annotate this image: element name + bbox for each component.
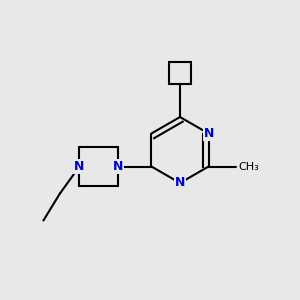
Text: N: N: [175, 176, 185, 190]
Text: N: N: [74, 160, 85, 173]
Text: CH₃: CH₃: [238, 161, 259, 172]
Text: N: N: [113, 160, 124, 173]
Text: N: N: [203, 127, 214, 140]
